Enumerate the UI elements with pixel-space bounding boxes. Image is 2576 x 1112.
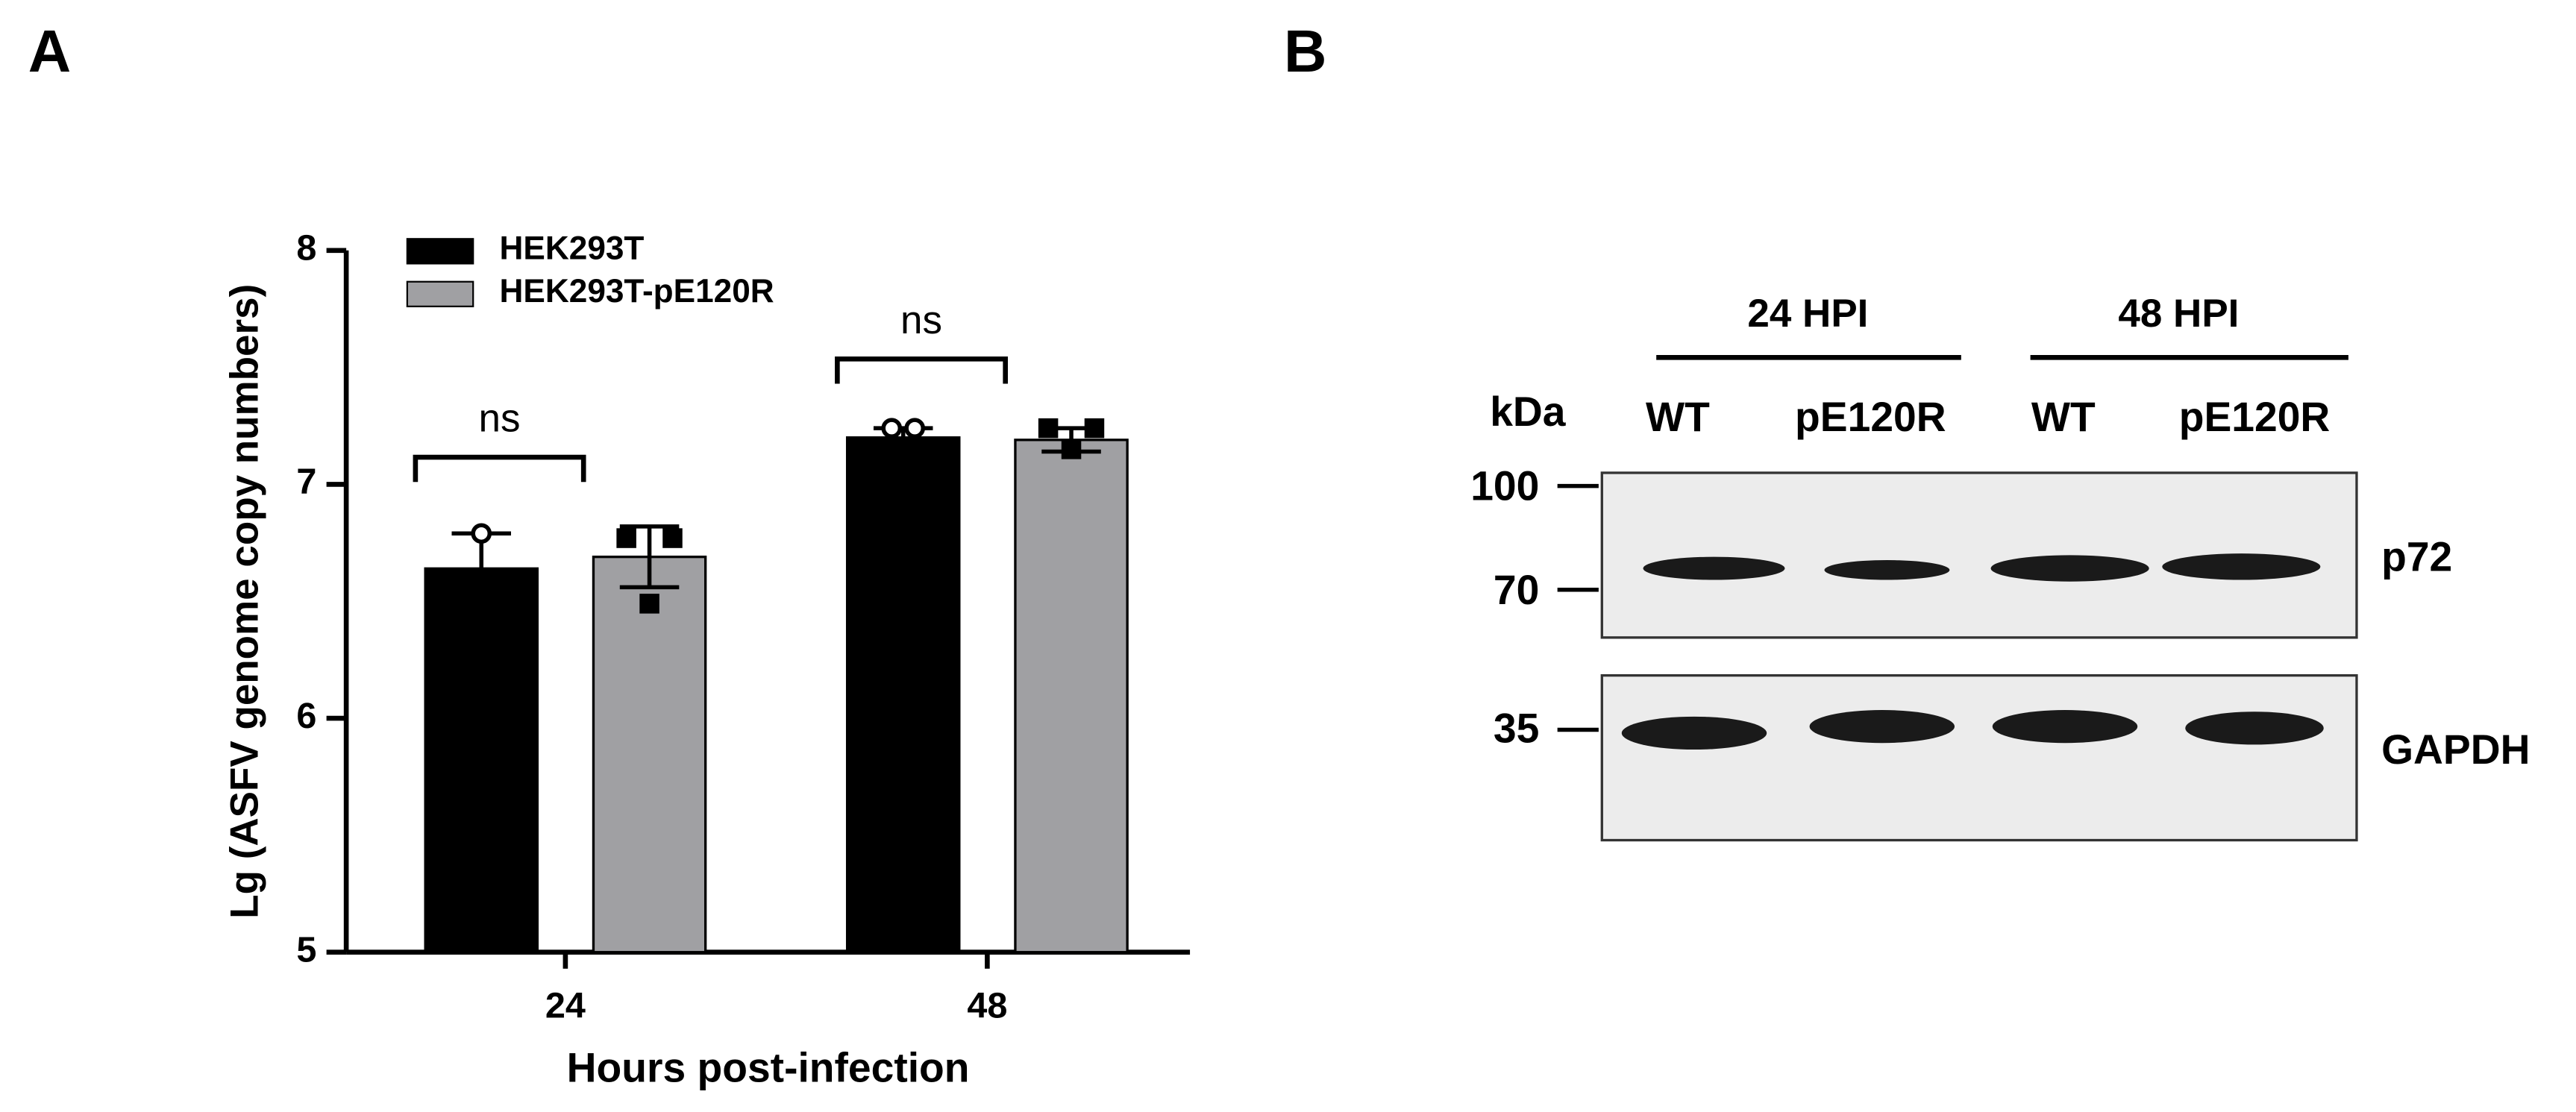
lane-label: WT bbox=[1646, 394, 1710, 440]
x-tick-label: 24 bbox=[545, 986, 586, 1026]
data-point bbox=[662, 528, 683, 548]
marker-label: 35 bbox=[1494, 705, 1539, 751]
bar-chart: 5 6 7 8 Lg (ASFV genome copy numbers) Hours p… bbox=[223, 228, 1191, 1090]
y-tick-label: 5 bbox=[296, 930, 316, 970]
data-point bbox=[881, 418, 903, 439]
band bbox=[2162, 553, 2321, 580]
data-point bbox=[1061, 439, 1082, 459]
band bbox=[1990, 555, 2149, 582]
significance-bracket bbox=[835, 356, 1008, 384]
header: 48 HPI bbox=[2118, 292, 2239, 336]
protein-label: GAPDH bbox=[2381, 726, 2530, 773]
lane-label: pE120R bbox=[2179, 394, 2331, 440]
marker-label: 100 bbox=[1470, 463, 1539, 509]
panel-label: A bbox=[28, 18, 71, 84]
band bbox=[1621, 716, 1767, 750]
data-point bbox=[639, 594, 659, 614]
panel-label: B bbox=[1284, 18, 1326, 84]
lane-label: WT bbox=[2031, 394, 2096, 440]
data-point bbox=[616, 528, 636, 548]
y-axis-label: Lg (ASFV genome copy numbers) bbox=[223, 284, 267, 919]
legend-swatch bbox=[406, 238, 474, 265]
header: 24 HPI bbox=[1747, 292, 1868, 336]
blot-panel bbox=[1600, 673, 2358, 842]
significance-label: ns bbox=[900, 298, 942, 342]
band bbox=[1809, 710, 1955, 744]
legend-label: HEK293T bbox=[500, 230, 645, 266]
band bbox=[1992, 710, 2138, 744]
unit-label: kDa bbox=[1490, 389, 1567, 435]
bar bbox=[592, 555, 707, 954]
western-blot: 24 HPI 48 HPI kDa WT pE120R WT pE120R 10… bbox=[1470, 292, 2530, 842]
band bbox=[2185, 712, 2324, 745]
legend-swatch bbox=[406, 280, 474, 307]
x-tick-label: 48 bbox=[967, 986, 1007, 1026]
significance-bracket bbox=[413, 454, 586, 483]
marker-label: 70 bbox=[1494, 567, 1539, 613]
x-axis-label: Hours post-infection bbox=[567, 1044, 970, 1090]
legend-label: HEK293T-pE120R bbox=[500, 273, 774, 310]
bar bbox=[424, 567, 539, 954]
band bbox=[1824, 560, 1950, 580]
bands bbox=[1621, 553, 2324, 750]
band bbox=[1643, 556, 1785, 580]
protein-label: p72 bbox=[2381, 534, 2452, 580]
error-bar bbox=[619, 524, 680, 590]
data-point bbox=[904, 418, 925, 439]
bar bbox=[845, 436, 961, 954]
data-point bbox=[1084, 418, 1105, 439]
significance-label: ns bbox=[479, 397, 521, 441]
y-tick-label: 8 bbox=[296, 228, 316, 268]
y-tick-label: 6 bbox=[296, 696, 316, 736]
data-point bbox=[1038, 418, 1059, 439]
y-tick-label: 7 bbox=[296, 462, 316, 502]
data-point bbox=[471, 523, 492, 544]
lane-label: pE120R bbox=[1795, 394, 1946, 440]
bar bbox=[1014, 439, 1129, 954]
